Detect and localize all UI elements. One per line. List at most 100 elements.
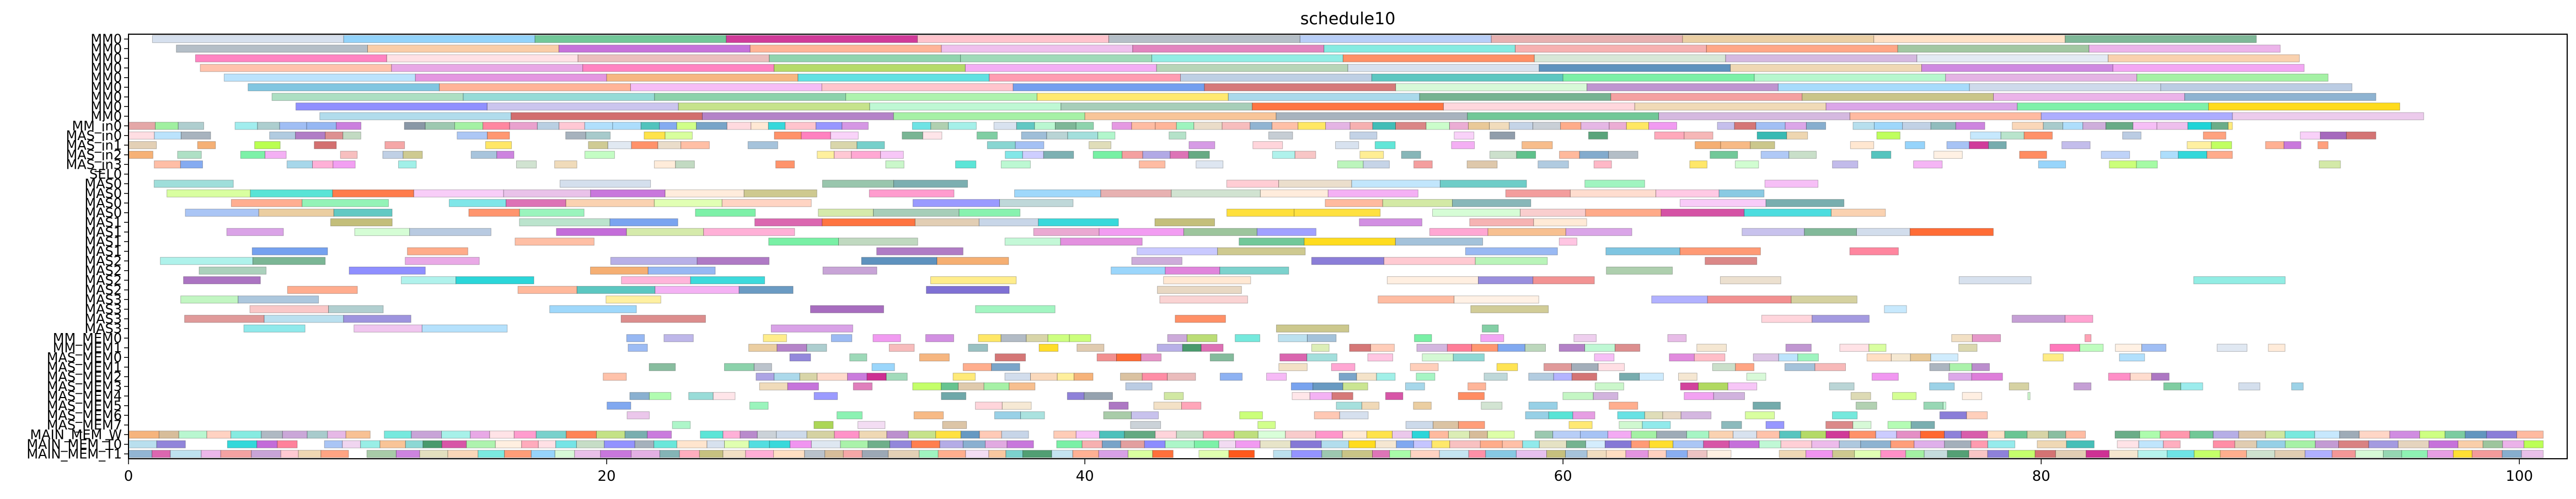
task-bar <box>1256 228 1316 236</box>
task-bar <box>1454 296 1539 304</box>
task-bar <box>1609 122 1627 130</box>
task-bar <box>681 141 710 149</box>
task-bar <box>1163 276 1251 285</box>
task-bar <box>1680 382 1699 390</box>
task-bar <box>938 450 966 458</box>
task-bar <box>994 411 1021 420</box>
task-bar <box>1945 73 2138 82</box>
task-bar <box>1972 334 2001 342</box>
task-bar <box>1416 373 1436 381</box>
task-bar <box>439 83 631 92</box>
task-bar <box>1100 189 1172 197</box>
task-bar <box>962 363 992 371</box>
task-bar <box>287 286 358 294</box>
task-bar <box>1678 373 1697 381</box>
task-bar <box>1327 189 1418 197</box>
task-bar <box>1923 401 1943 410</box>
task-bar <box>2339 431 2360 439</box>
task-bar <box>1734 160 1759 169</box>
task-bar <box>1257 421 1276 429</box>
task-bar <box>1155 122 1177 130</box>
task-bar <box>470 151 497 159</box>
task-bar <box>1228 450 1255 458</box>
task-bar <box>496 151 515 159</box>
task-bar <box>1609 401 1638 410</box>
task-bar <box>1222 122 1251 130</box>
task-bar <box>1413 401 1432 410</box>
task-bar <box>2524 440 2544 448</box>
task-bar <box>384 431 412 439</box>
task-bar <box>176 45 368 53</box>
task-bar <box>1728 440 1760 448</box>
task-bar <box>1942 401 1946 410</box>
task-bar <box>911 440 940 448</box>
task-bar <box>861 450 889 458</box>
task-bar <box>537 122 560 130</box>
task-bar <box>1487 431 1515 439</box>
task-bar <box>2338 440 2369 448</box>
task-bar <box>1753 353 1779 362</box>
task-bar <box>919 450 939 458</box>
task-bar <box>888 344 915 352</box>
x-tick-label: 0 <box>124 468 133 485</box>
task-bar <box>1475 257 1548 265</box>
task-bar <box>1116 353 1142 362</box>
task-bar <box>1587 83 1779 92</box>
task-bar <box>2216 344 2247 352</box>
task-bar <box>987 141 1016 149</box>
task-bar <box>1137 247 1218 255</box>
task-bar <box>1482 324 1499 332</box>
task-bar <box>1324 45 1515 53</box>
task-bar <box>2189 431 2214 439</box>
x-tick-label: 60 <box>1554 468 1572 485</box>
task-bar <box>1235 440 1261 448</box>
task-bar <box>1443 103 1635 111</box>
task-bar <box>1948 373 1972 381</box>
task-bar <box>1791 296 1857 304</box>
task-bar <box>199 266 267 275</box>
task-bar <box>1955 122 1985 130</box>
task-bar <box>902 131 923 139</box>
task-bar <box>1856 228 1910 236</box>
task-bar <box>1568 421 1593 429</box>
task-bar <box>468 208 520 217</box>
task-bar <box>1860 440 1891 448</box>
task-bar <box>251 247 328 255</box>
task-bar <box>1452 199 1531 207</box>
task-bar <box>554 160 577 169</box>
task-bar <box>1593 392 1619 400</box>
task-bar <box>919 353 950 362</box>
task-bar <box>2109 160 2137 169</box>
task-bar <box>1579 151 1609 159</box>
task-bar <box>1588 131 1608 139</box>
task-bar <box>1309 392 1332 400</box>
task-bar <box>264 151 287 159</box>
task-bar <box>745 450 774 458</box>
task-bar <box>197 141 216 149</box>
task-bar <box>1706 450 1732 458</box>
task-bar <box>1971 373 2003 381</box>
task-bar <box>1909 228 1994 236</box>
y-tick-label: MM0 <box>90 51 122 66</box>
task-bar <box>768 122 786 130</box>
task-bar <box>1572 411 1595 420</box>
task-bar <box>456 276 534 285</box>
task-bar <box>483 122 510 130</box>
task-bar <box>774 131 802 139</box>
task-bar <box>1125 382 1153 390</box>
task-bar <box>1559 151 1580 159</box>
task-bar <box>634 440 655 448</box>
y-tick-label: MM0 <box>90 79 122 95</box>
task-bar <box>1108 35 1300 43</box>
task-bar <box>747 141 778 149</box>
task-bar <box>789 353 811 362</box>
task-bar <box>757 431 777 439</box>
task-bar <box>504 450 532 458</box>
task-bar <box>470 431 490 439</box>
task-bar <box>486 103 679 111</box>
task-bar <box>703 228 795 236</box>
task-bar <box>1868 344 1887 352</box>
task-bar <box>1165 440 1195 448</box>
y-tick-label: MAS0 <box>84 195 122 211</box>
task-bar <box>384 141 405 149</box>
